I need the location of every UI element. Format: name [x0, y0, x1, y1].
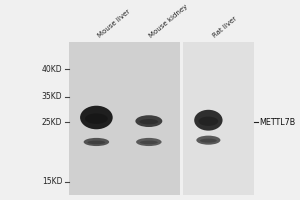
Ellipse shape [196, 136, 220, 145]
FancyBboxPatch shape [183, 42, 254, 195]
FancyBboxPatch shape [70, 42, 180, 195]
Text: Rat liver: Rat liver [212, 15, 238, 39]
Ellipse shape [80, 106, 113, 129]
Ellipse shape [140, 119, 158, 124]
Text: 25KD: 25KD [42, 118, 62, 127]
Ellipse shape [199, 117, 218, 126]
Ellipse shape [136, 138, 162, 146]
Text: Mouse liver: Mouse liver [97, 8, 131, 39]
Ellipse shape [84, 138, 109, 146]
Text: 15KD: 15KD [42, 177, 62, 186]
Text: 40KD: 40KD [42, 65, 62, 74]
Ellipse shape [140, 141, 158, 144]
Ellipse shape [85, 113, 108, 124]
Text: Mouse kidney: Mouse kidney [148, 3, 189, 39]
Ellipse shape [200, 139, 217, 143]
Text: 35KD: 35KD [42, 92, 62, 101]
Text: METTL7B: METTL7B [260, 118, 296, 127]
Ellipse shape [88, 141, 105, 144]
Ellipse shape [135, 115, 162, 127]
Ellipse shape [194, 110, 223, 131]
